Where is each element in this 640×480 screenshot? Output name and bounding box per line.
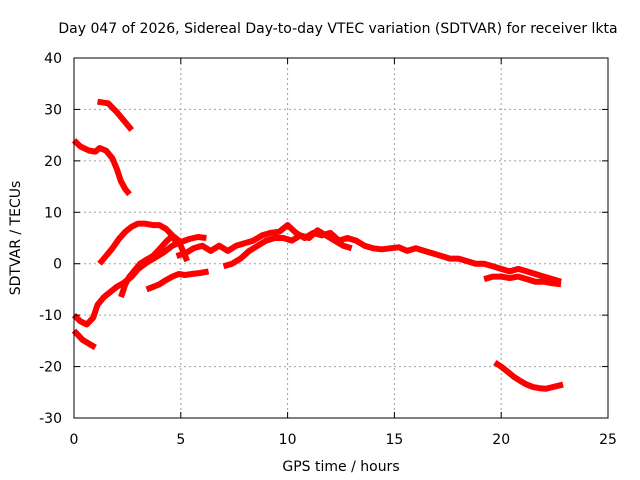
y-tick-label: 30: [44, 102, 62, 118]
series-line-track-9: [222, 227, 353, 270]
x-tick-label: 10: [279, 432, 297, 448]
series-line-track-11: [493, 359, 564, 392]
y-tick-label: -30: [39, 411, 62, 427]
axis-ticks: [73, 57, 609, 419]
chart-title: Day 047 of 2026, Sidereal Day-to-day VTE…: [58, 21, 617, 37]
series-line-track-2: [71, 138, 132, 197]
x-tick-label: 5: [176, 432, 185, 448]
y-tick-label: -20: [39, 360, 62, 376]
x-axis-label: GPS time / hours: [282, 459, 399, 475]
plot-frame: [73, 57, 609, 419]
y-tick-label: 10: [44, 205, 62, 221]
series-line-track-5: [97, 220, 180, 266]
series-line-track-10: [483, 273, 562, 288]
y-tick-label: 20: [44, 154, 62, 170]
y-axis-label: SDTVAR / TECUs: [8, 181, 24, 296]
grid-lines: [74, 58, 608, 418]
y-tick-labels: -30 -20 -10 0 10 20 30 40: [39, 51, 62, 427]
series-line-track-1: [97, 98, 135, 132]
x-tick-label: 25: [599, 432, 617, 448]
y-tick-label: -10: [39, 308, 62, 324]
x-tick-label: 0: [70, 432, 79, 448]
y-tick-label: 0: [53, 257, 62, 273]
series-group: [71, 98, 564, 392]
x-tick-label: 15: [385, 432, 403, 448]
series-line-track-3: [71, 328, 97, 351]
series-line-track-7: [145, 268, 210, 293]
x-tick-label: 20: [492, 432, 510, 448]
series-line-track-8: [175, 222, 562, 285]
series-line-track-6: [118, 234, 190, 299]
x-tick-labels: 0 5 10 15 20 25: [70, 432, 617, 448]
y-tick-label: 40: [44, 51, 62, 67]
